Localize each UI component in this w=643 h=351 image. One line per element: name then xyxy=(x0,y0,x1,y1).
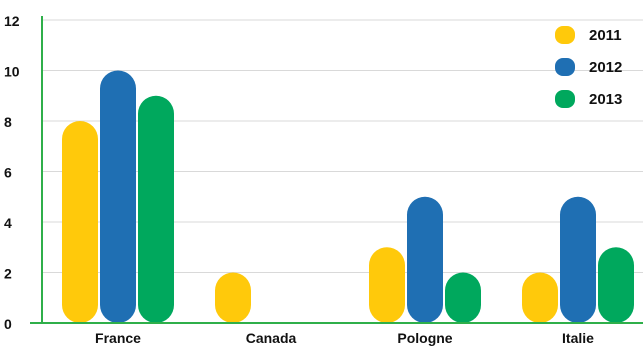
x-tick-label: Italie xyxy=(562,330,594,346)
bar-2011-italie xyxy=(522,272,558,323)
bars-layer xyxy=(62,70,634,323)
legend-label: 2013 xyxy=(589,91,622,108)
y-tick-label: 6 xyxy=(4,165,12,181)
bar-2012-italie xyxy=(560,196,596,323)
bar-2012-pologne xyxy=(407,196,443,323)
legend: 2011 2012 2013 xyxy=(555,26,622,108)
bar-2011-canada xyxy=(215,272,251,323)
legend-swatch-2011 xyxy=(555,26,575,44)
bar-2013-pologne xyxy=(445,272,481,323)
y-tick-label: 0 xyxy=(4,316,12,332)
legend-swatch-2012 xyxy=(555,58,575,76)
x-tick-label: France xyxy=(95,330,141,346)
axis-layer xyxy=(30,16,643,324)
bar-2011-france xyxy=(62,121,98,323)
x-tick-label: Pologne xyxy=(397,330,452,346)
y-tick-label: 8 xyxy=(4,114,12,130)
legend-label: 2011 xyxy=(589,27,622,44)
legend-swatch-2013 xyxy=(555,90,575,108)
y-tick-label: 2 xyxy=(4,266,12,282)
legend-label: 2012 xyxy=(589,59,622,76)
x-tick-label: Canada xyxy=(246,330,297,346)
bar-2013-italie xyxy=(598,247,634,323)
y-tick-labels: 0 2 4 6 8 10 12 xyxy=(4,13,20,332)
y-tick-label: 12 xyxy=(4,13,20,29)
x-tick-labels: France Canada Pologne Italie xyxy=(95,330,594,346)
bar-2011-pologne xyxy=(369,247,405,323)
bar-2013-france xyxy=(138,95,174,323)
y-tick-label: 4 xyxy=(4,215,12,231)
bar-2012-france xyxy=(100,70,136,323)
y-tick-label: 10 xyxy=(4,64,20,80)
